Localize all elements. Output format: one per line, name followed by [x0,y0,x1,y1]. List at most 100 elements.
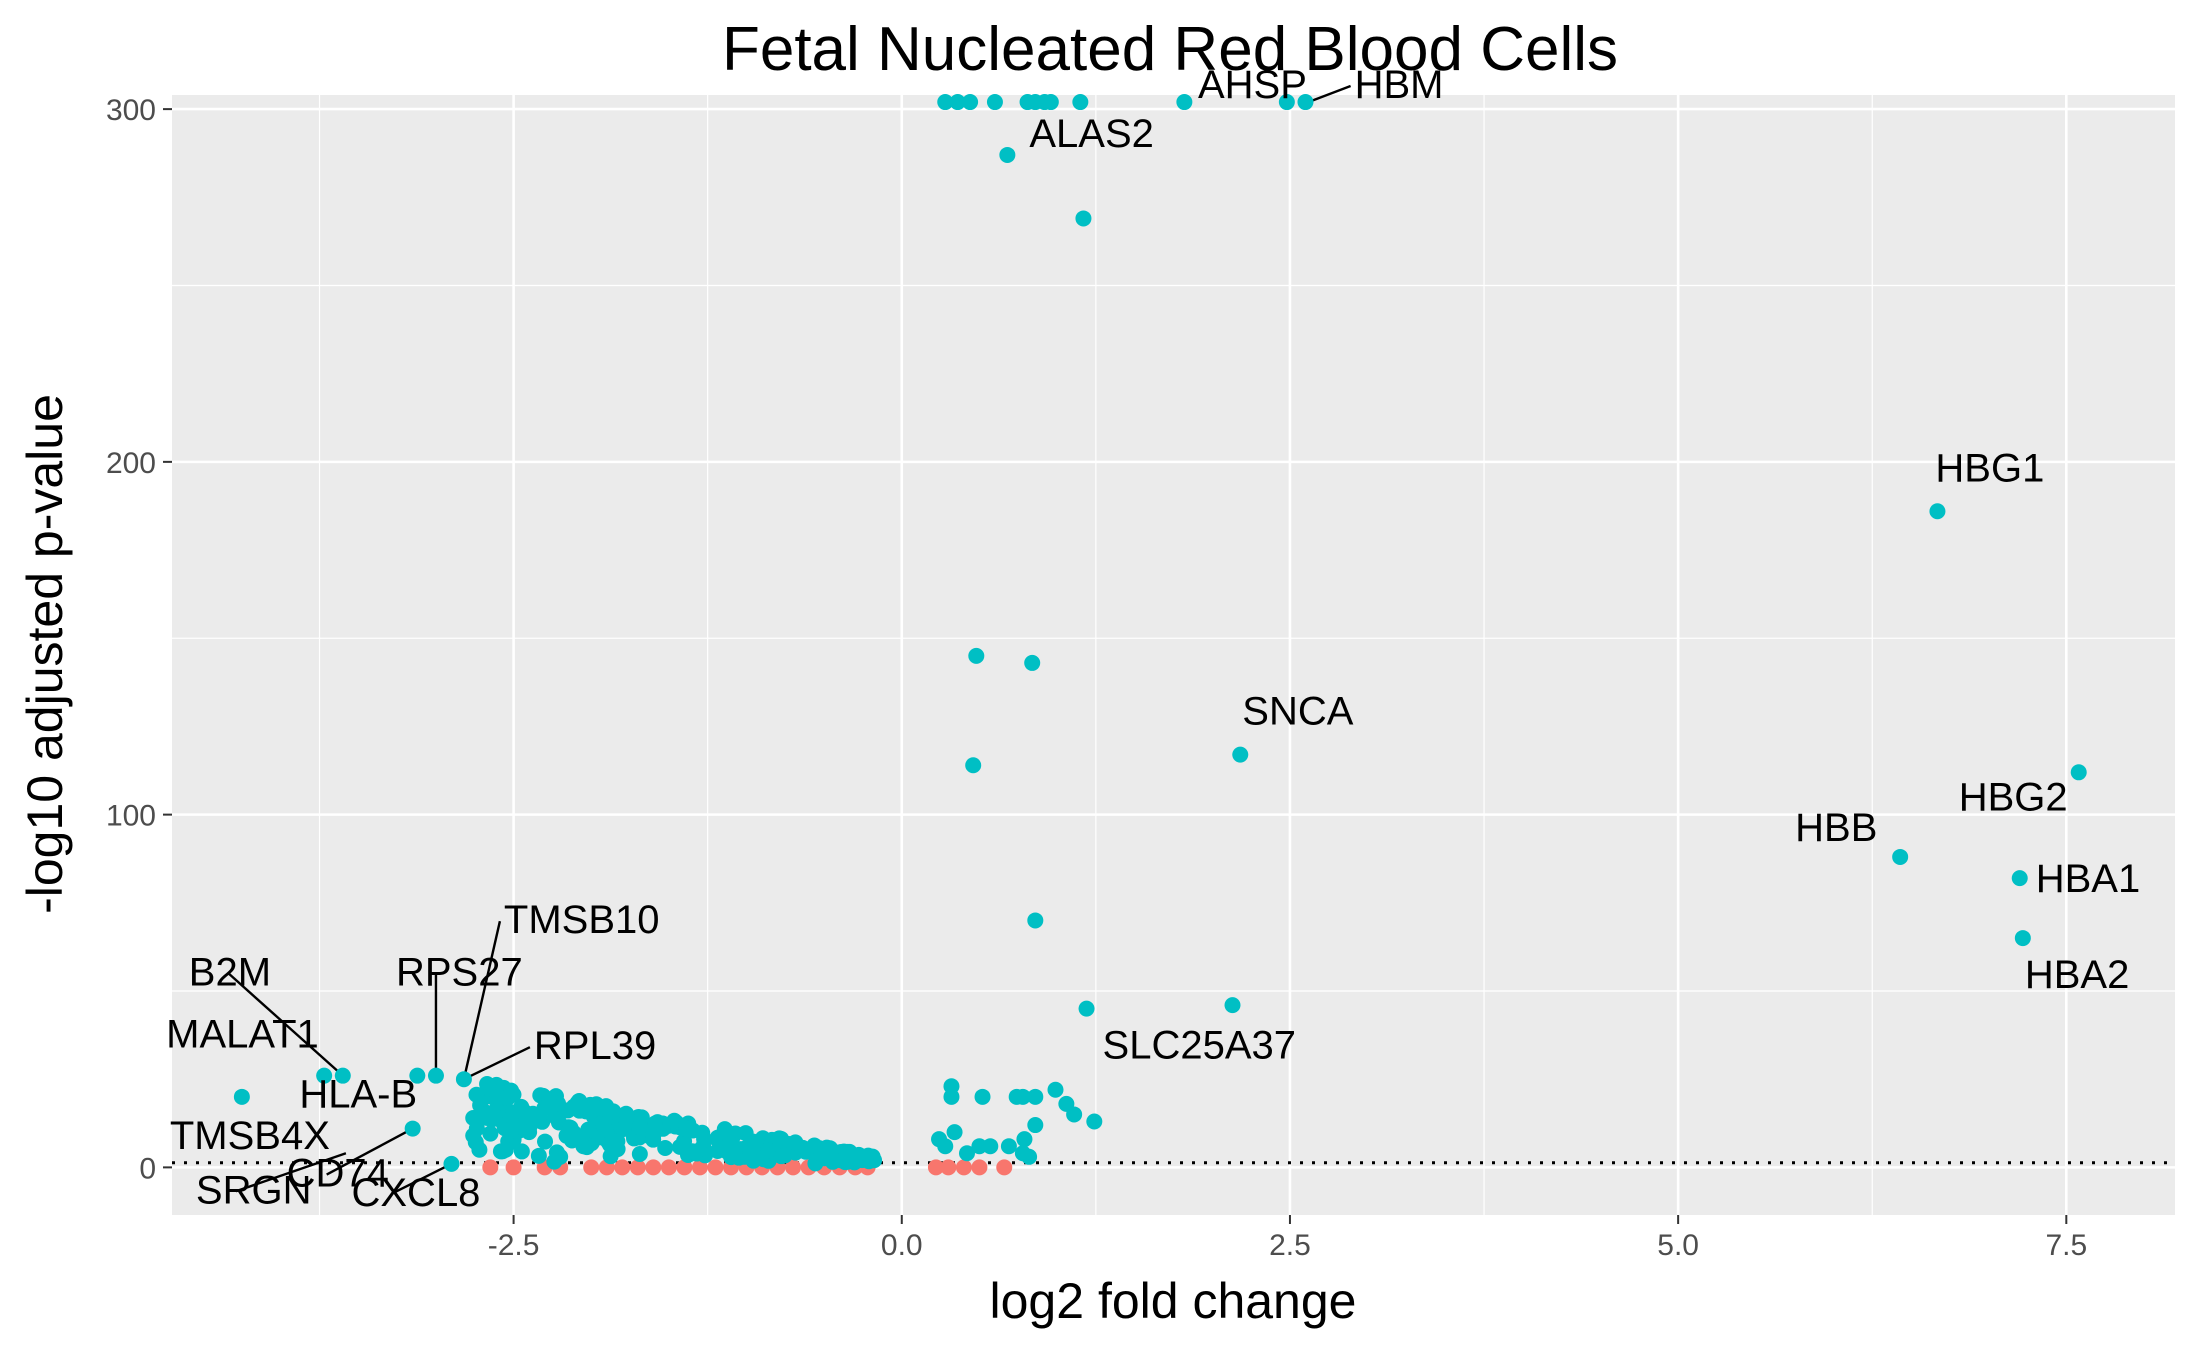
point-significant [684,1143,701,1160]
point-significant [569,1095,586,1112]
point-not-significant [971,1159,988,1176]
point-significant [962,94,979,111]
grid-major [172,95,2175,1215]
leader-line [1308,84,1352,104]
x-axis-title: log2 fold change [990,1273,1357,1329]
point-significant [1072,94,1089,111]
x-tick-label: 2.5 [1269,1229,1311,1262]
point-not-significant [691,1159,708,1176]
point-significant [958,1145,975,1162]
point-significant [1000,1138,1017,1155]
point-significant [427,1067,444,1084]
point-significant [1176,94,1193,111]
label-leader-lines [227,84,1352,1195]
point-significant [769,1131,786,1148]
gene-label: HLA-B [299,1073,417,1117]
point-significant [760,1142,777,1159]
point-not-significant [676,1159,693,1176]
y-tick-label: 100 [106,800,156,833]
y-tick-label: 300 [106,94,156,127]
point-significant [631,1145,648,1162]
gene-label: HBA2 [2025,953,2129,997]
gene-labels: ALAS2 AHSP HBM HBG1 SNCA HBG2 HBB HBA1 HBA2 SLC25… [166,63,2140,1215]
point-significant [1892,848,1909,865]
point-significant [2011,870,2028,887]
point-significant [409,1067,426,1084]
point-significant [1014,1088,1031,1105]
gene-label: HBG1 [1935,446,2044,490]
plot-panel [172,95,2175,1215]
point-not-significant [614,1159,631,1176]
point-significant [999,146,1016,163]
point-significant [776,1147,793,1164]
point-significant [787,1134,804,1151]
point-significant [946,1124,963,1141]
x-tick-label: -2.5 [488,1229,540,1262]
gene-label: AHSP [1198,63,1307,107]
point-significant [334,1067,351,1084]
point-significant [521,1124,538,1141]
point-significant [974,1088,991,1105]
point-significant [443,1155,460,1172]
x-tick-label: 0.0 [881,1229,923,1262]
point-significant [1066,1106,1083,1123]
point-significant [497,1141,514,1158]
point-significant [455,1071,472,1088]
point-not-significant [955,1159,972,1176]
gene-label: CD74 [287,1152,389,1196]
point-significant [2014,930,2031,947]
point-not-significant [927,1159,944,1176]
point-significant [524,1105,541,1122]
gene-label: TMSB10 [504,898,660,942]
point-significant [540,1091,557,1108]
point-significant [465,1127,482,1144]
x-tick-label: 7.5 [2045,1229,2087,1262]
point-significant [645,1129,662,1146]
gene-label: HBG2 [1959,775,2068,819]
point-not-significant [707,1159,724,1176]
point-significant [823,1149,840,1166]
point-significant [965,757,982,774]
point-not-significant [940,1159,957,1176]
data-points [233,94,2087,1176]
point-significant [696,1131,713,1148]
leader-line [390,1162,453,1195]
point-significant [489,1088,506,1105]
point-significant [468,1086,485,1103]
x-tick-label: 5.0 [1657,1229,1699,1262]
point-significant [631,1119,648,1136]
grid-minor [172,95,2175,1215]
gene-label: HBM [1355,63,1444,107]
point-significant [982,1138,999,1155]
point-significant [1297,94,1314,111]
point-significant [1224,997,1241,1014]
gene-label: ALAS2 [1029,112,1154,156]
point-significant [233,1088,250,1105]
gene-label: SRGN [196,1168,312,1212]
point-significant [657,1139,674,1156]
point-significant [1021,1148,1038,1165]
point-significant [1278,94,1295,111]
point-not-significant [660,1159,677,1176]
point-significant [746,1138,763,1155]
leader-line [462,920,502,1080]
point-not-significant [785,1159,802,1176]
point-significant [1016,1131,1033,1148]
point-significant [505,1104,522,1121]
point-significant [1078,1000,1095,1017]
gene-label: SNCA [1242,690,1353,734]
gene-label: MALAT1 [166,1013,319,1057]
point-significant [552,1148,569,1165]
point-significant [943,1088,960,1105]
y-axis-title: -log10 adjusted p-value [17,394,73,914]
point-significant [723,1141,740,1158]
gene-label: B2M [189,951,271,995]
leader-line [227,972,344,1077]
point-significant [582,1096,599,1113]
point-significant [404,1120,421,1137]
point-significant [684,1122,701,1139]
point-significant [1042,94,1059,111]
point-not-significant [629,1159,646,1176]
y-axis-ticks: 0 100 200 300 [106,94,172,1185]
